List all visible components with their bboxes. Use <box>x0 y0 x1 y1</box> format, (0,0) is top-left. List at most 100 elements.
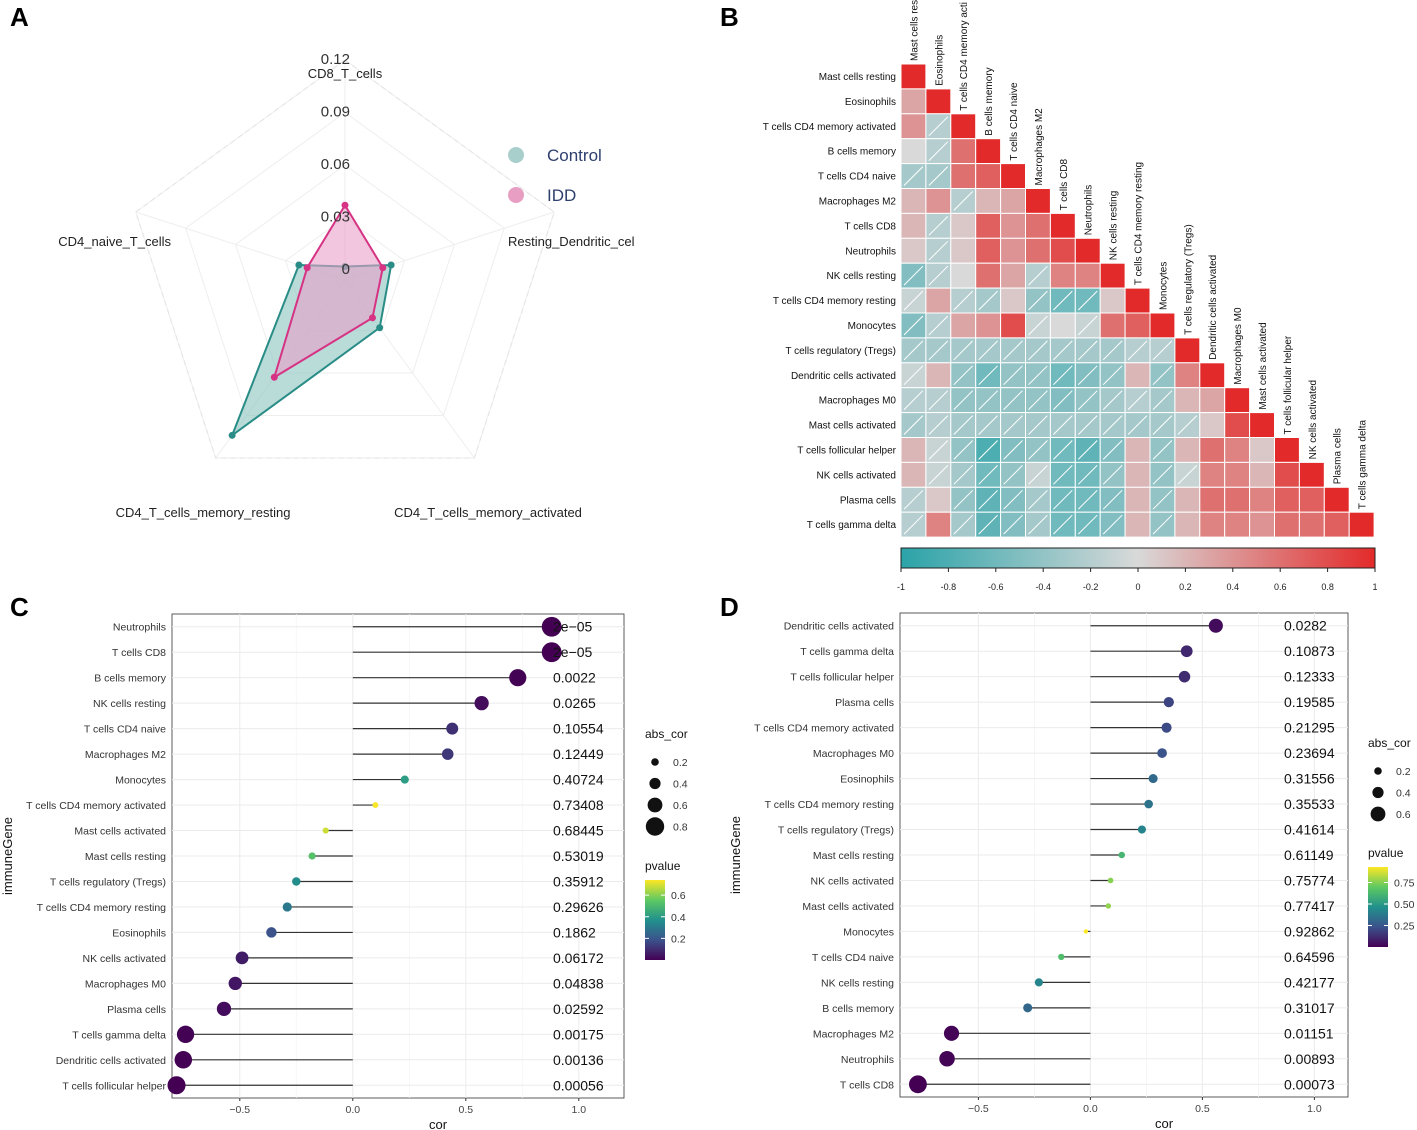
lollipop-dot <box>509 669 527 687</box>
lollipop-dot <box>908 1075 927 1094</box>
heatmap-cell <box>1249 461 1275 488</box>
heatmap-cell <box>1000 188 1026 214</box>
heatmap-neg-hatch <box>903 290 924 311</box>
panel-label-d: D <box>720 592 739 622</box>
radar-axis-label-resting-dendritic-cel: Resting_Dendritic_cel <box>508 234 635 249</box>
heatmap-neg-hatch <box>1077 489 1098 510</box>
heatmap-neg-hatch <box>928 166 949 186</box>
heatmap-row-label: Eosinophils <box>845 97 896 108</box>
heatmap-row-label: Dendritic cells activated <box>791 371 896 382</box>
heatmap-cell <box>1224 437 1251 463</box>
heatmap-cell <box>1249 511 1275 538</box>
heatmap-col-label: Neutrophils <box>1084 185 1095 236</box>
heatmap-cell <box>1249 437 1275 463</box>
heatmap-cell <box>1174 486 1201 513</box>
pvalue-label: 0.31017 <box>1284 1000 1335 1016</box>
pvalue-label: 0.31556 <box>1284 771 1335 787</box>
gene-label: T cells CD4 memory activated <box>754 723 894 735</box>
heatmap-cell <box>1224 412 1251 439</box>
heatmap-cell <box>1199 461 1226 488</box>
gene-label: Plasma cells <box>835 697 894 709</box>
heatmap-neg-hatch <box>1028 489 1048 510</box>
heatmap-row-label: Macrophages M0 <box>819 396 897 407</box>
heatmap-col-label: T cells CD8 <box>1059 158 1070 210</box>
heatmap-cell <box>1099 312 1126 339</box>
heatmap-neg-hatch <box>1152 365 1173 386</box>
radar-axis-label-cd4-t-cells-memory-resting: CD4_T_cells_memory_resting <box>116 505 291 520</box>
heatmap-cell <box>1124 461 1151 488</box>
heatmap-cell <box>950 163 977 190</box>
heatmap-neg-hatch <box>928 440 949 460</box>
size-legend-label: 0.2 <box>673 757 688 769</box>
pvalue-label: 0.0265 <box>553 695 596 711</box>
heatmap-row-label: B cells memory <box>828 147 896 158</box>
heatmap-neg-hatch <box>928 465 949 485</box>
pvalue-label: 0.77417 <box>1284 898 1335 914</box>
color-legend-label: 0.6 <box>671 890 686 902</box>
heatmap-neg-hatch <box>1053 415 1073 435</box>
heatmap-cell <box>1025 188 1051 214</box>
x-tick-label: −0.5 <box>229 1104 250 1116</box>
gene-label: T cells CD4 memory resting <box>765 799 894 811</box>
pvalue-label: 0.35912 <box>553 873 604 889</box>
color-legend-title: pvalue <box>1368 846 1404 860</box>
heatmap-neg-hatch <box>928 415 949 435</box>
radar-tick-label: 0.06 <box>321 156 350 173</box>
heatmap-cell <box>950 138 977 165</box>
lollipop-dot <box>541 642 562 663</box>
heatmap-neg-hatch <box>928 240 949 261</box>
heatmap-cell <box>1000 212 1026 239</box>
heatmap-neg-hatch <box>1028 390 1048 410</box>
heatmap-col-label: T cells CD4 memory acti <box>959 2 970 111</box>
pvalue-label: 0.0282 <box>1284 618 1327 634</box>
heatmap-cell <box>900 437 927 463</box>
pvalue-label: 0.00175 <box>553 1026 604 1042</box>
panel-label-c: C <box>10 592 29 622</box>
pvalue-label: 2e−05 <box>553 619 593 635</box>
gene-label: T cells regulatory (Tregs) <box>778 825 894 837</box>
pvalue-label: 0.10554 <box>553 721 604 737</box>
heatmap-cell <box>1124 287 1151 314</box>
pvalue-label: 0.00136 <box>553 1052 604 1068</box>
heatmap-row-label: T cells gamma delta <box>807 520 897 531</box>
heatmap-neg-hatch <box>1053 390 1073 410</box>
heatmap-cell <box>1049 212 1076 239</box>
heatmap-neg-hatch <box>1077 290 1098 311</box>
pvalue-label: 0.12449 <box>553 746 604 762</box>
heatmap-cell <box>925 88 952 115</box>
gene-label: T cells CD4 memory activated <box>26 800 166 812</box>
lollipop-dot <box>308 852 316 860</box>
size-legend-label: 0.6 <box>673 800 688 812</box>
pvalue-label: 0.19585 <box>1284 694 1335 710</box>
heatmap-col-label: Mast cells res <box>909 0 920 61</box>
heatmap-neg-hatch <box>1127 390 1148 410</box>
heatmap-col-label: T cells regulatory (Tregs) <box>1183 224 1194 335</box>
x-axis-title: cor <box>1155 1116 1174 1130</box>
heatmap-cell <box>925 511 952 538</box>
gene-label: Macrophages M0 <box>85 978 166 990</box>
gene-label: Mast cells activated <box>74 826 166 838</box>
radar-point-idd <box>368 314 376 322</box>
heatmap-col-label: Macrophages M2 <box>1034 108 1045 186</box>
heatmap-col-label: Mast cells activated <box>1258 322 1269 409</box>
gene-label: T cells CD8 <box>840 1079 894 1091</box>
x-tick-label: 0.5 <box>458 1104 473 1116</box>
heatmap-neg-hatch <box>1003 390 1023 410</box>
heatmap-col-label: Plasma cells <box>1333 428 1344 484</box>
heatmap-neg-hatch <box>1152 514 1173 535</box>
pvalue-label: 0.41614 <box>1284 822 1335 838</box>
heatmap-neg-hatch <box>1077 340 1098 361</box>
lollipop-dot <box>1157 748 1167 758</box>
pvalue-label: 0.23694 <box>1284 745 1335 761</box>
heatmap-row-label: T cells CD8 <box>845 221 897 232</box>
radar-tick-label: 0.12 <box>321 51 350 68</box>
heatmap-cell <box>925 287 952 314</box>
size-legend-label: 0.4 <box>673 779 688 791</box>
heatmap-cell <box>925 362 952 389</box>
heatmap-neg-hatch <box>978 514 998 535</box>
heatmap-cell <box>925 486 952 513</box>
panel-label-b: B <box>720 2 739 32</box>
heatmap-cell <box>1199 486 1226 513</box>
gene-label: T cells gamma delta <box>72 1029 166 1041</box>
legend-control-dot <box>508 147 524 163</box>
